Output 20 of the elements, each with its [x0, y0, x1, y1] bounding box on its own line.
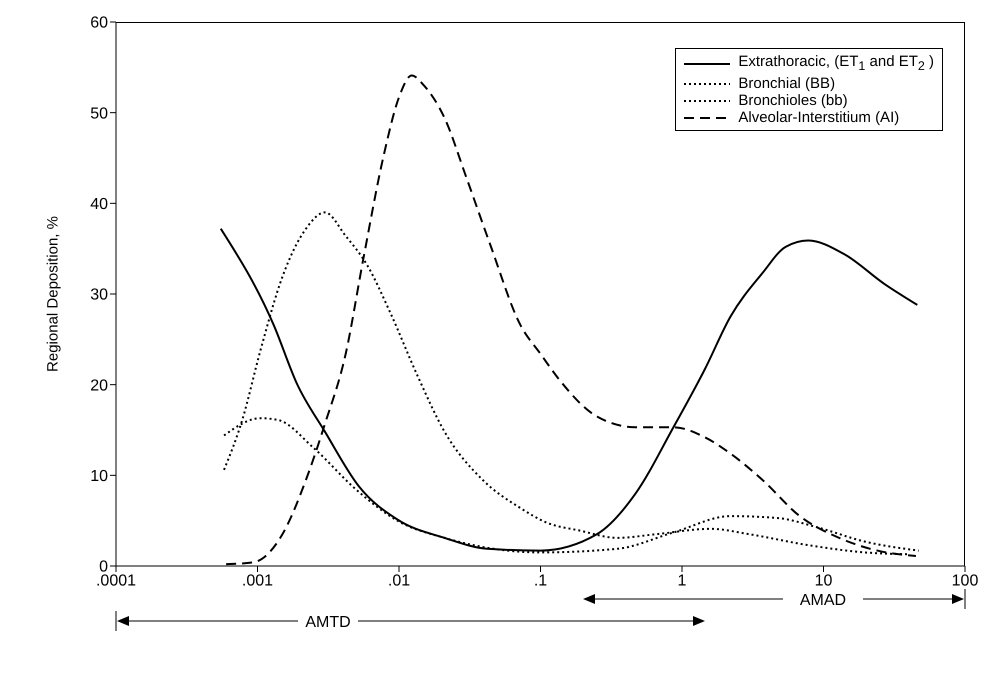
y-tick-label: 30	[90, 286, 108, 304]
y-tick-label: 20	[90, 377, 108, 394]
legend-label: Extrathoracic, (ET$_{1}$ and ET$_{2}$ )	[738, 53, 934, 75]
x-tick-label: .001	[242, 572, 274, 590]
y-tick-label: 50	[90, 105, 108, 122]
x-tick-label: 1	[678, 572, 687, 590]
text: AMTD	[305, 614, 351, 631]
legend-label: Bronchioles (bb)	[738, 92, 848, 109]
x-tick-label: .01	[388, 572, 410, 590]
x-tick-label: .1	[534, 572, 548, 590]
y-tick-label: 10	[90, 468, 108, 486]
x-tick-label: 10	[814, 572, 832, 590]
y-tick-label: 60	[90, 14, 108, 32]
x-tick-label: .0001	[96, 572, 136, 590]
y-tick-label: 40	[90, 196, 108, 214]
legend-label: Bronchial (BB)	[738, 75, 836, 92]
legend-label: Alveolar-Interstitium (AI)	[738, 109, 900, 126]
y-axis-title: Regional Deposition, %	[44, 216, 62, 372]
x-tick-label: 100	[952, 572, 978, 590]
text: AMAD	[800, 592, 846, 609]
